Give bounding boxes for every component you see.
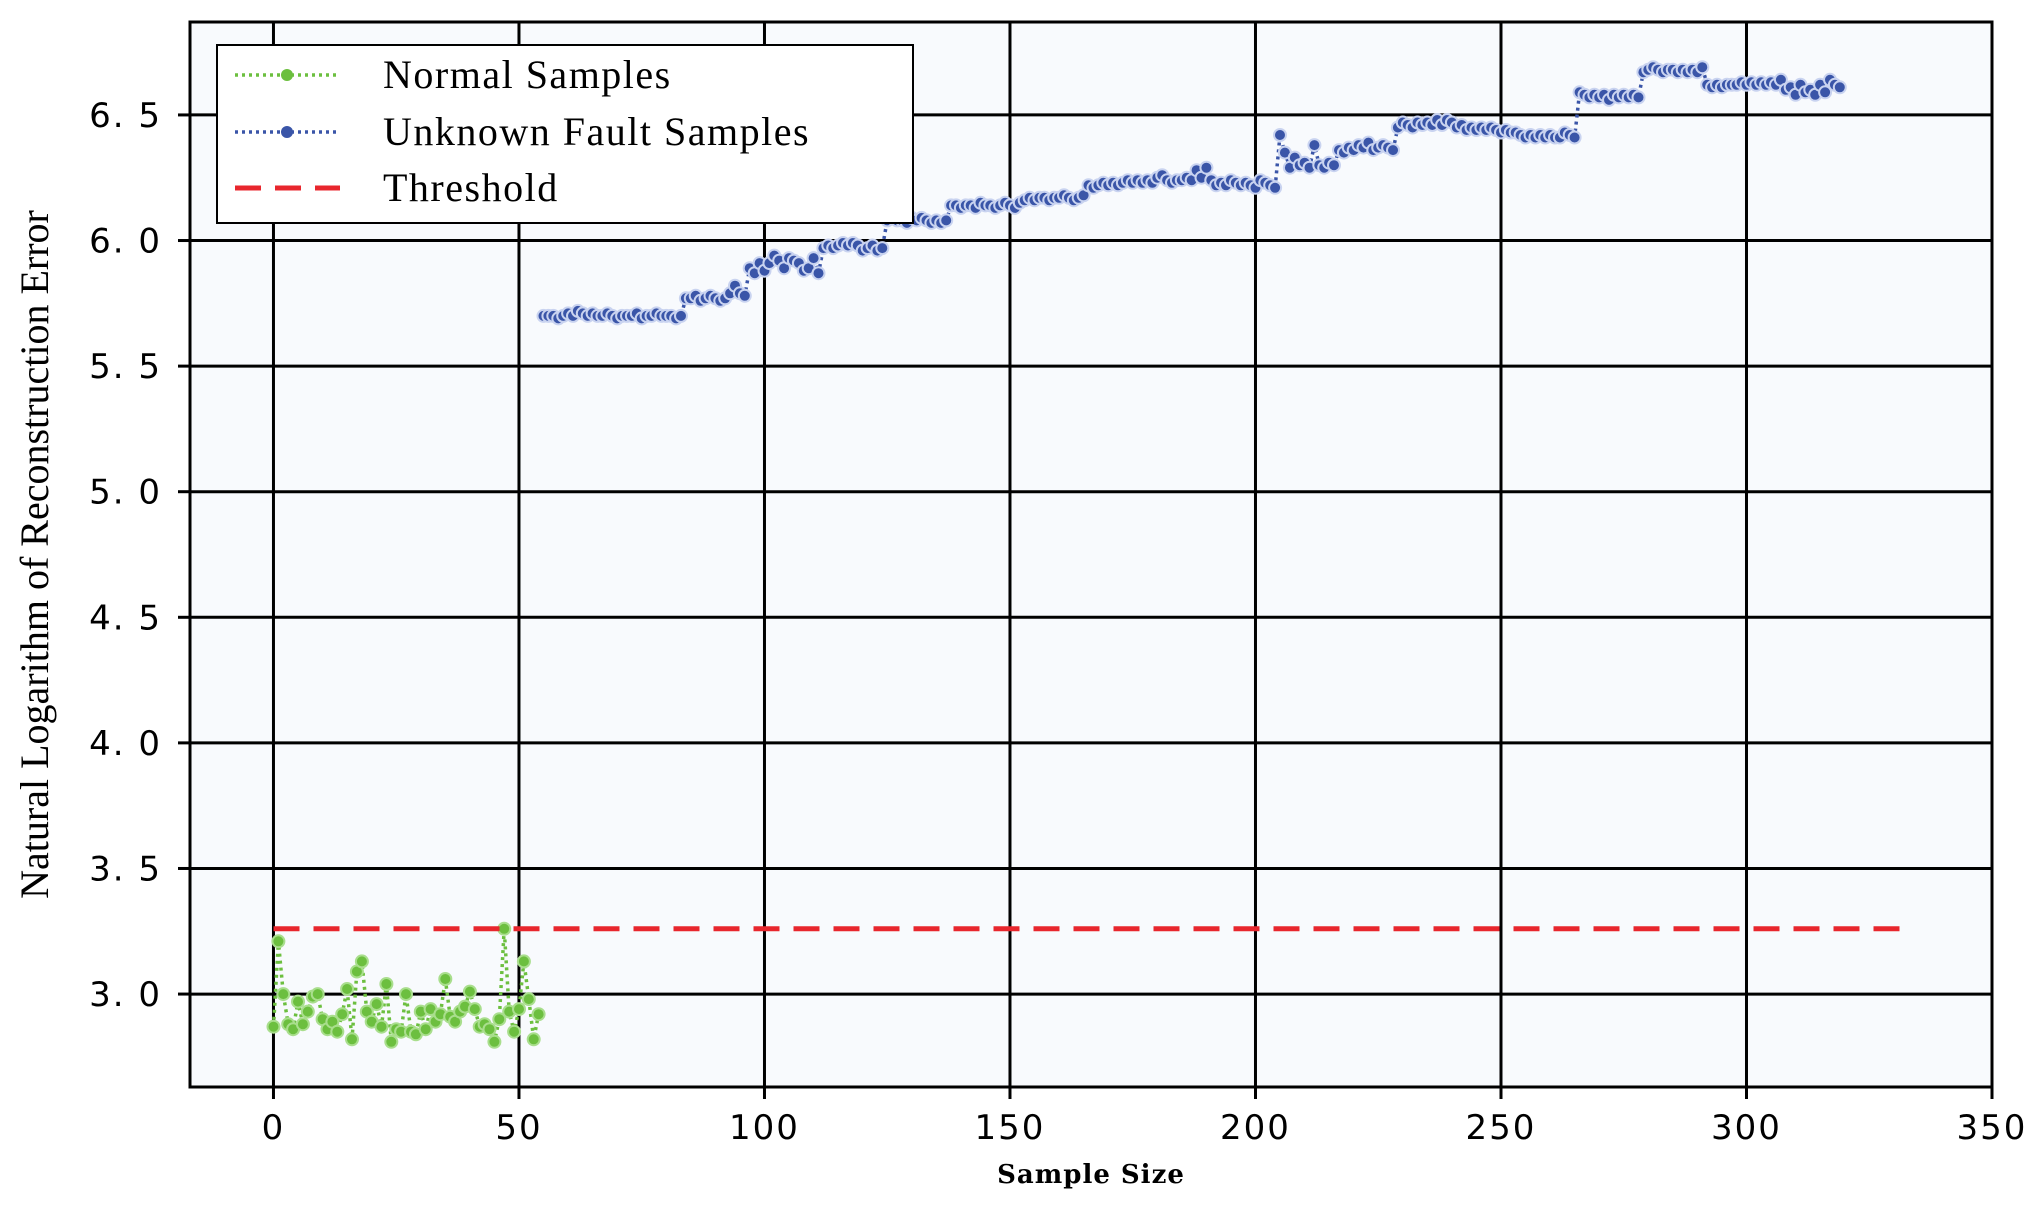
x-tick-label: 250: [1466, 1108, 1537, 1148]
legend-label-normal: Normal Samples: [383, 52, 672, 97]
data-point: [1695, 60, 1710, 75]
x-tick-label: 350: [1957, 1108, 2028, 1148]
data-point: [526, 1032, 541, 1047]
y-tick-label: 4. 5: [89, 598, 162, 638]
legend-dot: [281, 126, 293, 138]
data-point: [1386, 143, 1400, 158]
legend-dot: [281, 69, 293, 81]
data-point: [276, 987, 291, 1002]
data-point: [507, 1024, 522, 1039]
y-axis-label: Natural Logarithm of Reconstruction Erro…: [12, 210, 57, 899]
data-point: [295, 1017, 310, 1032]
data-point: [462, 984, 477, 999]
x-tick-label: 300: [1711, 1108, 1782, 1148]
data-point: [1631, 90, 1646, 105]
data-point: [330, 1024, 345, 1039]
x-axis: 0 50 100 150 200 250 300 350: [262, 1087, 2028, 1148]
data-point: [399, 987, 413, 1002]
y-tick-label: 5. 5: [89, 347, 162, 387]
data-point: [497, 921, 512, 936]
legend: Normal Samples Unknown Fault Samples Thr…: [216, 44, 914, 224]
data-point: [1327, 158, 1341, 173]
data-point: [1832, 80, 1847, 95]
data-point: [737, 288, 752, 303]
data-point: [1818, 85, 1833, 100]
data-point: [438, 972, 453, 986]
data-point: [1307, 138, 1322, 153]
data-point: [335, 1007, 350, 1022]
data-point: [516, 954, 531, 969]
x-axis-label: Sample Size: [997, 1160, 1185, 1190]
y-tick-label: 6. 0: [89, 222, 162, 262]
data-point: [300, 1004, 315, 1019]
data-point: [345, 1032, 359, 1047]
data-point: [674, 308, 688, 323]
y-tick-label: 5. 0: [89, 473, 162, 513]
x-tick-label: 150: [975, 1108, 1046, 1148]
x-tick-label: 0: [262, 1108, 286, 1148]
data-point: [1567, 130, 1582, 145]
data-point: [875, 241, 890, 256]
x-tick-label: 50: [495, 1108, 542, 1148]
data-point: [492, 1012, 507, 1027]
data-point: [487, 1034, 502, 1049]
data-point: [531, 1007, 546, 1022]
data-point: [271, 934, 286, 949]
legend-marker-fault: [235, 126, 340, 138]
data-point: [467, 1002, 482, 1017]
data-point: [811, 266, 826, 281]
legend-marker-normal: [235, 69, 340, 81]
legend-label-threshold: Threshold: [383, 165, 559, 210]
data-point: [1273, 128, 1287, 142]
data-point: [418, 1022, 433, 1037]
data-point: [310, 987, 325, 1002]
data-point: [1199, 160, 1214, 175]
y-tick-label: 3. 5: [89, 849, 162, 889]
y-tick-label: 4. 0: [89, 724, 162, 764]
data-point: [806, 251, 821, 266]
series-normal-samples: [266, 921, 546, 1049]
legend-label-fault: Unknown Fault Samples: [383, 109, 810, 154]
data-point: [379, 977, 394, 991]
plot-frame: [188, 20, 1994, 1089]
y-tick-label: 6. 5: [89, 96, 162, 136]
x-tick-label: 100: [729, 1108, 800, 1148]
data-point: [266, 1019, 281, 1034]
data-point: [1268, 180, 1283, 195]
y-axis: 3. 0 3. 5 4. 0 4. 5 5. 0 5. 5 6. 0 6. 5: [89, 96, 190, 1015]
data-point: [354, 954, 369, 969]
data-point: [939, 213, 954, 228]
data-point: [291, 994, 305, 1009]
data-point: [384, 1034, 399, 1049]
data-point: [374, 1019, 389, 1034]
data-point: [521, 992, 536, 1007]
data-point: [340, 982, 355, 996]
data-point: [482, 1022, 497, 1037]
data-point: [369, 997, 384, 1012]
y-tick-label: 3. 0: [89, 975, 162, 1015]
x-tick-label: 200: [1220, 1108, 1291, 1148]
data-point: [512, 1002, 526, 1017]
